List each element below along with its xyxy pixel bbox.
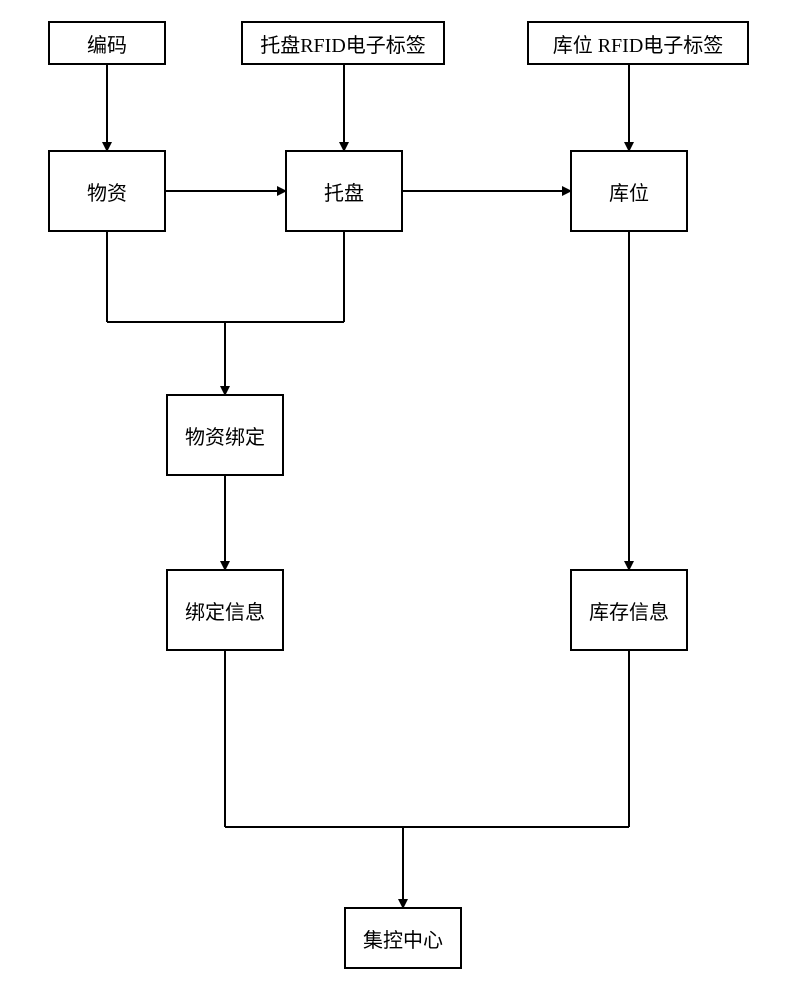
node-pallet: 托盘 (285, 150, 403, 232)
node-storage: 库位 (570, 150, 688, 232)
node-bind: 物资绑定 (166, 394, 284, 476)
node-control: 集控中心 (344, 907, 462, 969)
node-pallet-rfid: 托盘RFID电子标签 (241, 21, 445, 65)
node-storage-rfid: 库位 RFID电子标签 (527, 21, 749, 65)
node-material: 物资 (48, 150, 166, 232)
node-coding: 编码 (48, 21, 166, 65)
node-bind-info: 绑定信息 (166, 569, 284, 651)
node-stock-info: 库存信息 (570, 569, 688, 651)
